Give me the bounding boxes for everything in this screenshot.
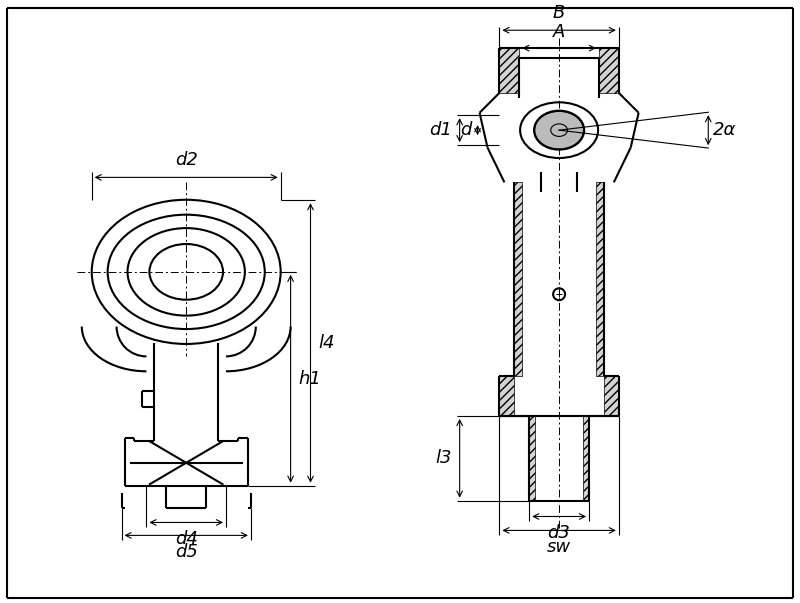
Text: d2: d2 [174, 151, 198, 169]
Polygon shape [499, 376, 514, 416]
Polygon shape [599, 48, 618, 93]
Text: d: d [460, 121, 471, 139]
Polygon shape [596, 182, 604, 376]
Ellipse shape [534, 112, 583, 149]
Polygon shape [514, 182, 522, 376]
Text: sw: sw [547, 538, 571, 557]
Polygon shape [583, 416, 589, 500]
Polygon shape [604, 376, 618, 416]
Polygon shape [530, 416, 535, 500]
Text: A: A [553, 23, 566, 41]
Text: d3: d3 [548, 525, 570, 543]
Text: 2α: 2α [714, 121, 737, 139]
Text: d5: d5 [174, 543, 198, 561]
Text: l4: l4 [318, 334, 335, 352]
Text: h1: h1 [298, 370, 322, 388]
Text: d1: d1 [429, 121, 452, 139]
Text: l3: l3 [435, 449, 452, 467]
Polygon shape [499, 48, 519, 93]
Text: B: B [553, 4, 566, 22]
Text: d4: d4 [174, 531, 198, 548]
